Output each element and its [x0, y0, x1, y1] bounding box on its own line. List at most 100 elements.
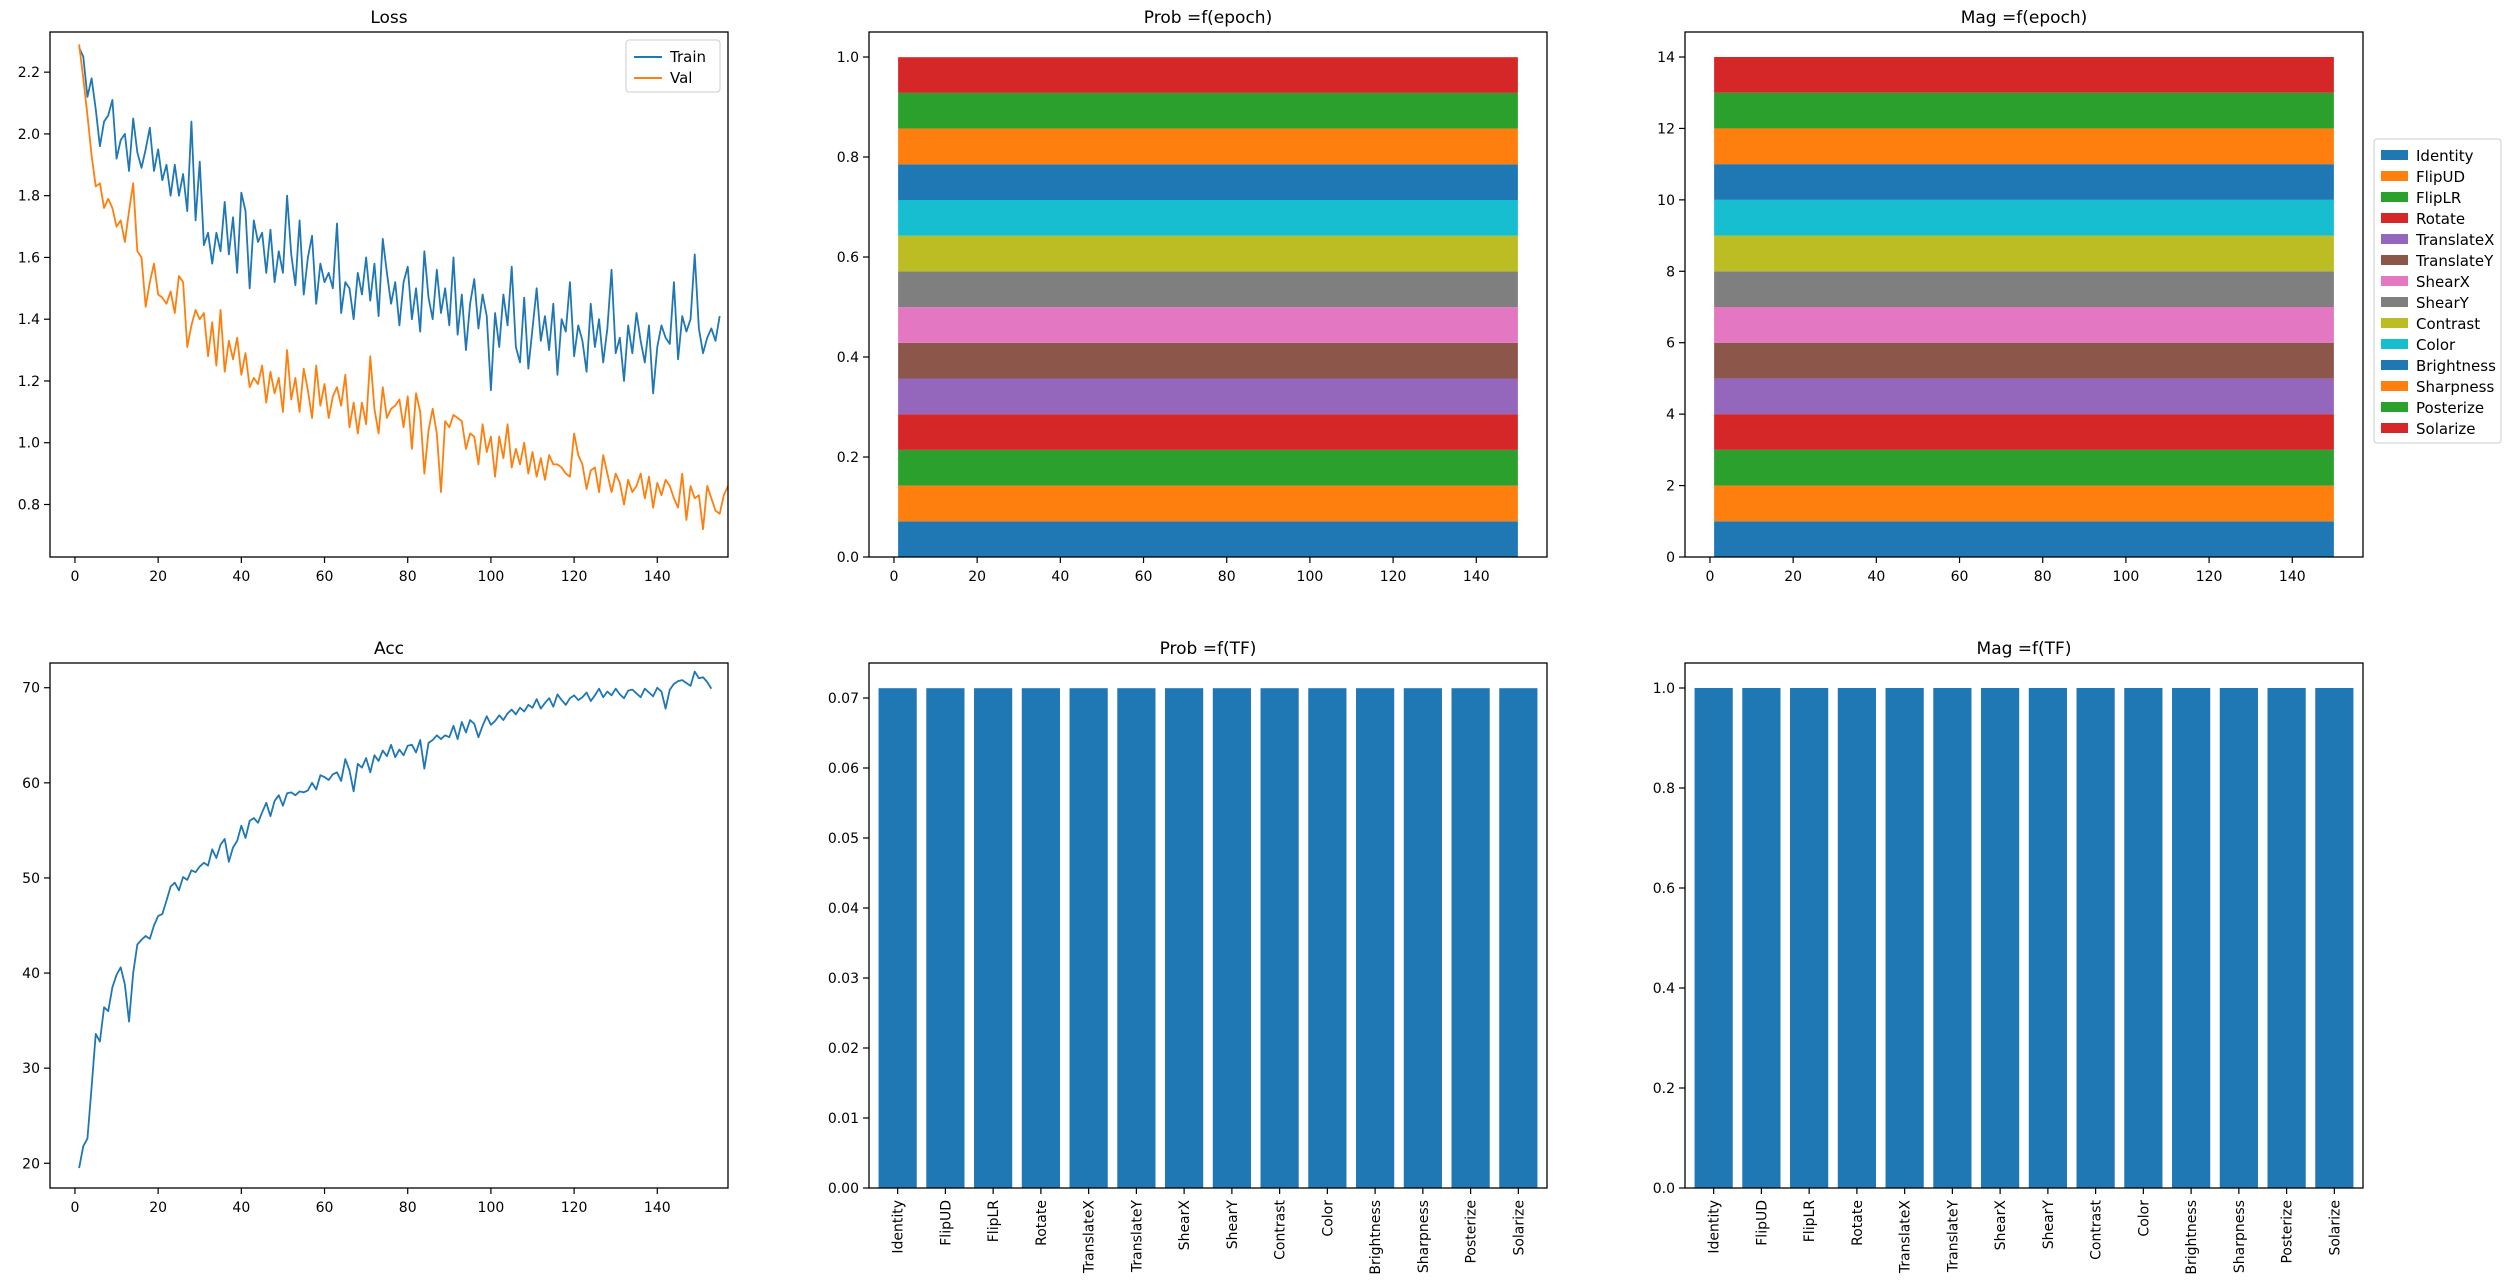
x-tick-label: 80 — [1218, 569, 1236, 585]
x-tick-label: FlipLR — [986, 1200, 1002, 1243]
bar-translatex — [1069, 688, 1108, 1188]
x-tick-label: 20 — [1784, 569, 1802, 585]
bar-identity — [1694, 688, 1733, 1188]
legend-swatch-flipud — [2381, 171, 2408, 181]
x-tick-label: 60 — [316, 1200, 334, 1216]
x-axis: 0 20 40 60 80 100 120 140 — [70, 557, 671, 585]
x-tick-label: 40 — [232, 569, 250, 585]
y-tick-label: 2.0 — [18, 127, 40, 143]
x-tick-label: ShearX — [1177, 1200, 1193, 1251]
area-band-color — [898, 200, 1518, 236]
area-band-sharpness — [898, 128, 1518, 165]
x-tick-label: 80 — [2034, 569, 2052, 585]
x-axis: Identity FlipUD FlipLR Rotate TranslateX Tran… — [1707, 1188, 2343, 1275]
y-tick-label: 0.05 — [828, 831, 859, 847]
area-band-solarize — [1714, 57, 2334, 93]
legend-swatch-brightness — [2381, 360, 2408, 370]
axes-frame — [868, 662, 1548, 1189]
bar-posterize — [2267, 688, 2306, 1188]
chart-title: Loss — [370, 8, 407, 28]
y-tick-label: 0.02 — [828, 1041, 859, 1057]
area-band-identity — [1714, 521, 2334, 557]
y-tick-label: 1.4 — [18, 312, 40, 328]
legend-swatch-shearx — [2381, 276, 2408, 286]
legend-label-contrast: Contrast — [2416, 315, 2480, 333]
area-band-contrast — [1714, 235, 2334, 272]
x-tick-label: 80 — [399, 569, 417, 585]
area-band-sheary — [898, 271, 1518, 308]
x-tick-label: 0 — [1705, 569, 1714, 585]
area-band-posterize — [898, 92, 1518, 129]
legend-swatch-identity — [2381, 150, 2408, 160]
area-band-rotate — [898, 414, 1518, 450]
x-axis: Identity FlipUD FlipLR Rotate TranslateX Tran… — [891, 1188, 1527, 1275]
x-tick-label: 120 — [2196, 569, 2223, 585]
area-band-flipud — [898, 485, 1518, 522]
chart-title: Mag =f(TF) — [1977, 639, 2072, 659]
x-tick-label: Sharpness — [1416, 1200, 1432, 1273]
x-tick-label: 20 — [149, 569, 167, 585]
x-tick-label: 40 — [232, 1200, 250, 1216]
bar-rotate — [1837, 688, 1876, 1188]
legend-label-brightness: Brightness — [2416, 357, 2496, 375]
legend-swatch-translatey — [2381, 255, 2408, 265]
x-tick-label: 100 — [478, 1200, 505, 1216]
x-tick-label: TranslateX — [1082, 1200, 1098, 1275]
legend-label-color: Color — [2416, 336, 2456, 354]
y-tick-label: 0 — [1666, 550, 1675, 566]
legend-swatch-color — [2381, 339, 2408, 349]
bar-sharpness — [2219, 688, 2258, 1188]
x-tick-label: Contrast — [1273, 1199, 1289, 1259]
bar-shearx — [1981, 688, 2020, 1188]
x-tick-label: 0 — [70, 569, 79, 585]
legend-swatch-posterize — [2381, 402, 2408, 412]
y-tick-label: 0.8 — [837, 150, 859, 166]
y-tick-label: 0.06 — [828, 761, 859, 777]
legend-label-train: Train — [669, 48, 706, 66]
y-tick-label: 0.07 — [828, 691, 859, 707]
area-band-contrast — [898, 235, 1518, 272]
bar-posterize — [1451, 688, 1490, 1188]
legend-swatch-sheary — [2381, 297, 2408, 307]
y-tick-label: 0.01 — [828, 1111, 859, 1127]
legend-label-translatey: TranslateY — [2415, 252, 2494, 270]
area-band-identity — [898, 521, 1518, 557]
y-tick-label: 0.6 — [837, 250, 859, 266]
y-tick-label: 0.4 — [1653, 981, 1675, 997]
x-axis: 0 20 40 60 80 100 120 140 — [70, 1188, 671, 1216]
chart-title: Prob =f(TF) — [1160, 639, 1257, 659]
x-tick-label: 140 — [1463, 569, 1490, 585]
area-band-sharpness — [1714, 128, 2334, 165]
bar-flipud — [926, 688, 965, 1188]
chart-acc: 20 30 40 50 60 70 0 20 40 60 80 100 120 140 Acc — [22, 639, 729, 1216]
y-axis: 0.00 0.01 0.02 0.03 0.04 0.05 0.06 0.07 — [828, 691, 869, 1197]
legend-label-posterize: Posterize — [2416, 399, 2484, 417]
x-tick-label: TranslateY — [1945, 1200, 1961, 1274]
area-band-shearx — [898, 307, 1518, 343]
bar-fliplr — [974, 688, 1013, 1188]
y-tick-label: 1.2 — [18, 374, 40, 390]
y-axis: 0 2 4 6 8 10 12 14 — [1657, 50, 1685, 566]
axes-frame — [1684, 662, 2364, 1189]
legend-swatch-solarize — [2381, 423, 2408, 433]
bar-rotate — [1021, 688, 1060, 1188]
axes-frame — [868, 31, 1548, 558]
y-tick-label: 0.03 — [828, 971, 859, 987]
y-tick-label: 10 — [1657, 193, 1675, 209]
chart-title: Prob =f(epoch) — [1144, 8, 1272, 28]
y-tick-label: 40 — [22, 966, 40, 982]
x-tick-label: TranslateY — [1129, 1200, 1145, 1274]
legend-swatch-contrast — [2381, 318, 2408, 328]
area-band-flipud — [1714, 485, 2334, 522]
legend-swatch-rotate — [2381, 213, 2408, 223]
bar-identity — [878, 688, 917, 1188]
y-tick-label: 0.00 — [828, 1181, 859, 1197]
plot-area — [1714, 57, 2334, 557]
legend-label-identity: Identity — [2416, 147, 2474, 165]
x-tick-label: 0 — [889, 569, 898, 585]
x-axis: 0 20 40 60 80 100 120 140 — [889, 557, 1490, 585]
area-band-shearx — [1714, 307, 2334, 343]
y-tick-label: 0.4 — [837, 350, 859, 366]
area-band-color — [1714, 199, 2334, 236]
